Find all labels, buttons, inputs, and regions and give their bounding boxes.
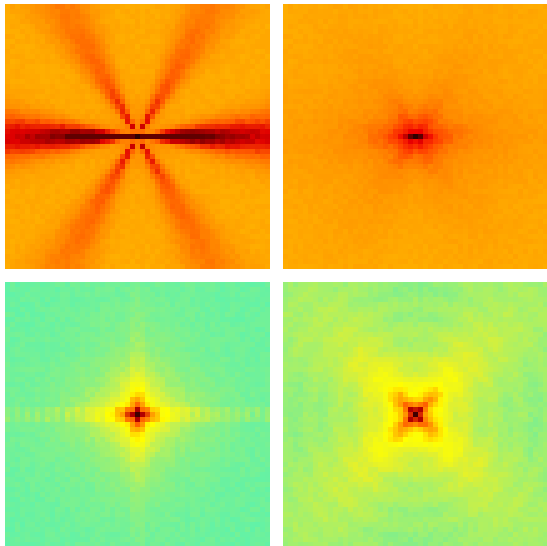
heatmap-image: [5, 282, 270, 546]
heatmap-panel-bottom-right: [283, 282, 547, 546]
heatmap-panel-top-left: [5, 4, 270, 269]
heatmap-panel-top-right: [283, 4, 547, 269]
heatmap-image: [283, 4, 547, 269]
heatmap-panel-bottom-left: [5, 282, 270, 546]
heatmap-image: [283, 282, 547, 546]
heatmap-image: [5, 4, 270, 269]
